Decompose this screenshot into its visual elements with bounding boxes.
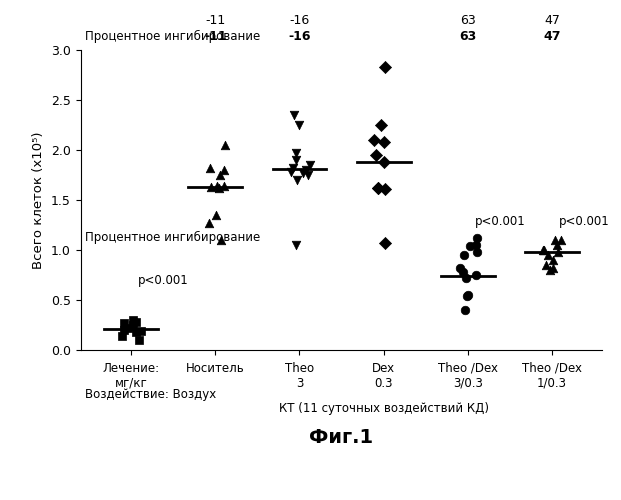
Text: 63: 63: [460, 14, 476, 27]
Point: [460, 306, 469, 314]
Point: [211, 211, 221, 219]
Point: [305, 161, 315, 169]
Point: [131, 328, 141, 336]
Point: [291, 149, 301, 157]
Text: 63: 63: [459, 30, 476, 43]
Text: -16: -16: [289, 14, 310, 27]
Text: Процентное ингибирование: Процентное ингибирование: [85, 231, 260, 244]
Point: [124, 324, 134, 332]
Point: [294, 121, 304, 129]
Point: [455, 264, 465, 272]
Text: Воздействие: Воздух: Воздействие: Воздух: [85, 388, 216, 401]
Point: [542, 261, 551, 269]
Point: [291, 156, 301, 164]
Point: [462, 292, 472, 300]
Point: [548, 264, 558, 272]
Point: [379, 158, 389, 166]
Point: [465, 242, 474, 250]
Point: [379, 138, 389, 146]
Point: [131, 318, 141, 326]
Point: [376, 121, 386, 129]
Point: [205, 164, 215, 172]
Point: [373, 184, 383, 192]
Point: [458, 268, 468, 276]
Point: [548, 256, 558, 264]
Point: [553, 248, 563, 256]
Point: [303, 171, 313, 179]
Point: [379, 239, 389, 247]
Point: [288, 164, 298, 172]
Point: [134, 336, 144, 344]
Text: p<0.001: p<0.001: [559, 215, 609, 228]
Point: [545, 266, 555, 274]
Point: [550, 236, 560, 244]
Point: [214, 184, 224, 192]
Text: Процентное ингибирование: Процентное ингибирование: [85, 30, 260, 43]
Point: [216, 236, 226, 244]
Text: Фиг.1: Фиг.1: [309, 428, 374, 447]
Point: [369, 136, 379, 144]
Point: [463, 291, 473, 299]
Point: [220, 141, 230, 149]
Text: 47: 47: [544, 14, 560, 27]
Point: [379, 185, 389, 193]
Text: -11: -11: [205, 14, 225, 27]
Point: [471, 241, 481, 249]
Point: [129, 316, 138, 324]
Text: p<0.001: p<0.001: [138, 274, 189, 287]
Point: [459, 251, 469, 259]
Point: [136, 327, 146, 335]
Point: [556, 236, 566, 244]
Point: [301, 166, 311, 174]
Point: [380, 63, 390, 71]
Point: [472, 234, 482, 242]
Text: КТ (11 суточных воздействий КД): КТ (11 суточных воздействий КД): [279, 402, 489, 415]
Point: [543, 251, 553, 259]
Point: [117, 332, 127, 340]
Point: [215, 171, 225, 179]
Point: [286, 168, 296, 176]
Point: [219, 182, 229, 190]
Point: [538, 246, 548, 254]
Point: [119, 319, 129, 327]
Point: [212, 182, 222, 190]
Y-axis label: Всего клеток (х10⁵): Всего клеток (х10⁵): [32, 131, 45, 269]
Text: -16: -16: [288, 30, 310, 43]
Text: p<0.001: p<0.001: [474, 215, 525, 228]
Text: -11: -11: [204, 30, 227, 43]
Point: [373, 184, 383, 192]
Point: [471, 248, 481, 256]
Point: [292, 176, 302, 184]
Point: [298, 169, 308, 177]
Point: [206, 183, 216, 191]
Point: [204, 219, 214, 227]
Point: [291, 241, 301, 249]
Point: [289, 111, 299, 119]
Point: [129, 321, 138, 329]
Point: [219, 166, 229, 174]
Point: [539, 246, 549, 254]
Point: [371, 151, 381, 159]
Text: 47: 47: [543, 30, 561, 43]
Point: [553, 241, 563, 249]
Point: [461, 274, 471, 282]
Point: [119, 326, 129, 334]
Point: [471, 271, 481, 279]
